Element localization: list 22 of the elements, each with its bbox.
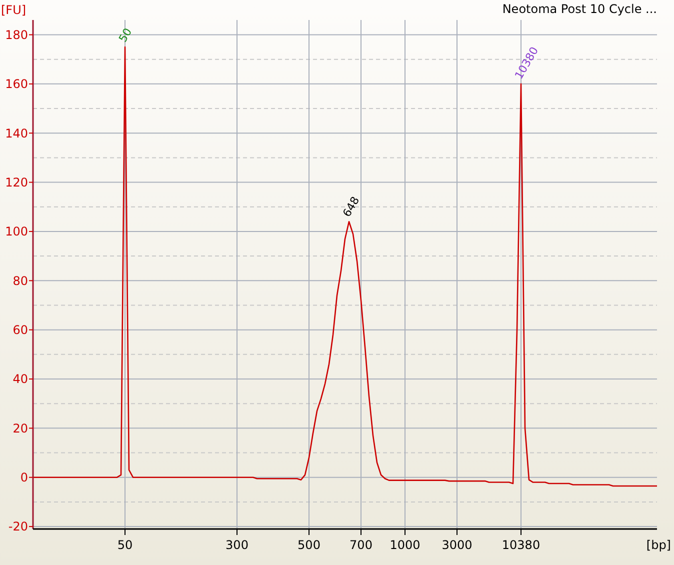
chart-title: Neotoma Post 10 Cycle ...: [502, 2, 657, 16]
y-axis-title: [FU]: [1, 3, 26, 17]
y-tick-label: -20: [8, 520, 28, 534]
y-tick-label: 120: [5, 175, 28, 190]
y-tick-label: 160: [5, 77, 28, 92]
y-tick-label: 180: [5, 28, 28, 42]
x-tick-label: 300: [226, 538, 248, 552]
annotation: 50: [116, 26, 135, 45]
x-tick-label: 3000: [442, 538, 472, 552]
y-tick-label: 0: [20, 470, 28, 485]
y-tick-label: 60: [12, 323, 28, 338]
x-tick-label: 700: [350, 538, 372, 552]
x-tick-label: 500: [298, 538, 320, 552]
y-tick-label: 40: [12, 372, 28, 386]
x-axis-title: [bp]: [646, 538, 671, 552]
x-tick-label: 1000: [390, 538, 420, 552]
y-tick-label: 100: [5, 224, 28, 239]
x-tick-label: 50: [117, 538, 133, 552]
x-tick-label: 10380: [502, 538, 540, 552]
y-tick-label: 20: [12, 421, 28, 436]
y-tick-label: 140: [5, 126, 28, 140]
y-tick-label: 80: [12, 274, 28, 288]
